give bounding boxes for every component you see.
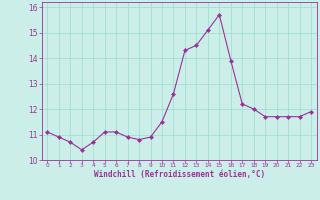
X-axis label: Windchill (Refroidissement éolien,°C): Windchill (Refroidissement éolien,°C): [94, 170, 265, 179]
